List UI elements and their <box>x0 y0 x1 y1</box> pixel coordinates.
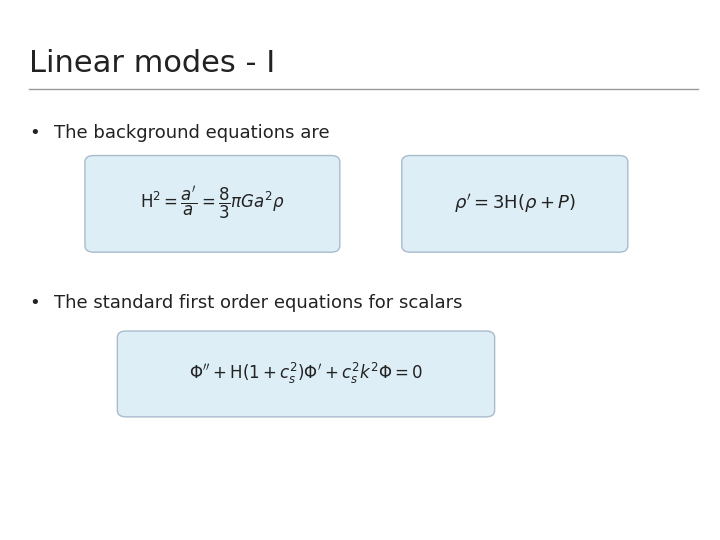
Text: $\Phi'' + \mathrm{H}(1 + c_s^{2})\Phi' + c_s^{2}k^{2}\Phi = 0$: $\Phi'' + \mathrm{H}(1 + c_s^{2})\Phi' +… <box>189 361 423 387</box>
FancyBboxPatch shape <box>117 331 495 417</box>
Text: The standard first order equations for scalars: The standard first order equations for s… <box>54 294 462 312</box>
Text: •: • <box>29 124 40 142</box>
Text: •: • <box>29 294 40 312</box>
Text: Linear modes - I: Linear modes - I <box>29 49 275 78</box>
Text: The background equations are: The background equations are <box>54 124 330 142</box>
Text: $\mathrm{H}^{2} = \dfrac{a^{\prime}}{a} = \dfrac{8}{3}\pi G a^{2}\rho$: $\mathrm{H}^{2} = \dfrac{a^{\prime}}{a} … <box>140 185 285 222</box>
FancyBboxPatch shape <box>85 156 340 252</box>
Text: $\rho' = 3\mathrm{H}(\rho + P)$: $\rho' = 3\mathrm{H}(\rho + P)$ <box>454 192 576 215</box>
FancyBboxPatch shape <box>402 156 628 252</box>
